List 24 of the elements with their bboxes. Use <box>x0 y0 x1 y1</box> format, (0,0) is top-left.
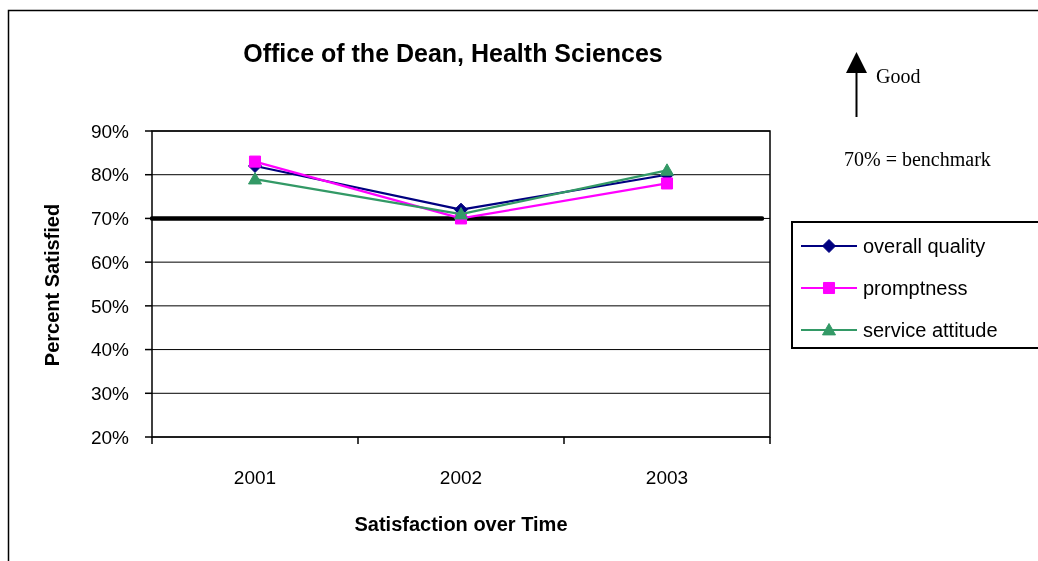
x-tick-label: 2002 <box>439 467 483 488</box>
point <box>660 163 674 176</box>
chart-title: Office of the Dean, Health Sciences <box>243 39 663 67</box>
y-axis-title: Percent Satisfied <box>41 203 63 367</box>
y-tick-label: 30% <box>90 382 130 404</box>
text: Good <box>876 65 921 87</box>
x-axis-title: Satisfaction over Time <box>354 513 568 535</box>
y-tick-label: 90% <box>90 120 130 142</box>
y-tick-label: 70% <box>90 208 130 230</box>
y-tick-label: 50% <box>90 295 130 317</box>
point <box>454 207 468 220</box>
text: 70% = benchmark <box>844 148 991 170</box>
x-tick-label: 2001 <box>233 467 277 488</box>
legend-label: service attitude <box>863 319 998 341</box>
y-tick-label: 80% <box>90 164 130 186</box>
point <box>660 177 674 190</box>
y-tick-label: 40% <box>90 339 130 361</box>
x-tick-label: 2003 <box>645 467 689 488</box>
y-tick-label: 60% <box>90 251 130 273</box>
point <box>248 172 262 185</box>
legend-label: overall quality <box>863 235 986 257</box>
y-tick-label: 20% <box>90 426 130 448</box>
legend-label: promptness <box>863 277 968 299</box>
point <box>248 155 262 168</box>
